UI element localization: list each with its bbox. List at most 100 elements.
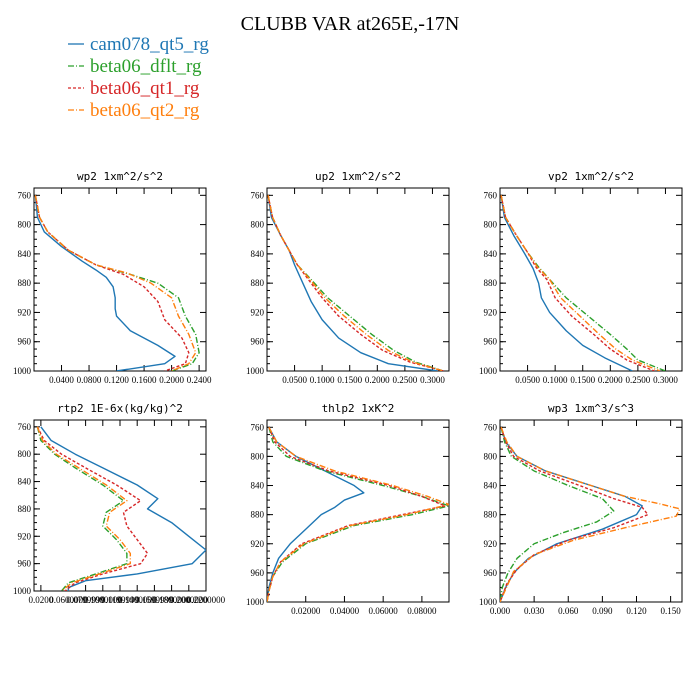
ytick-label-4-1: 800 bbox=[251, 451, 265, 461]
xtick-label-2-0: 0.0500 bbox=[515, 375, 540, 385]
ytick-label-2-1: 800 bbox=[484, 220, 498, 230]
xtick-label-3-0: 0.0200 bbox=[29, 595, 54, 605]
series-line-4-3 bbox=[267, 426, 449, 602]
xtick-label-0-4: 0.2000 bbox=[159, 375, 184, 385]
legend: cam078_qt5_rgbeta06_dflt_rgbeta06_qt1_rg… bbox=[68, 34, 209, 121]
xtick-label-3-7: 0.1800000 bbox=[152, 595, 191, 605]
ytick-label-5-1: 800 bbox=[484, 451, 498, 461]
panel-5: wp3 1xm^3/s^3 760 800 840 880 920 960 10000.000… bbox=[479, 402, 683, 616]
panel-4: thlp2 1xK^2 760 800 840 880 920 960 1000 0.02000… bbox=[246, 402, 450, 616]
panel-title-0: wp2 1xm^2/s^2 bbox=[77, 170, 163, 183]
ytick-label-2-4: 920 bbox=[484, 307, 498, 317]
ytick-label-2-3: 880 bbox=[484, 278, 498, 288]
series-line-0-0 bbox=[34, 195, 176, 371]
panel-title-3: rtp2 1E-6x(kg/kg)^2 bbox=[57, 402, 183, 415]
series-line-5-2 bbox=[500, 427, 649, 602]
ytick-label-0-6: 1000 bbox=[13, 366, 32, 376]
xtick-label-3-5: 0.1400000 bbox=[118, 595, 157, 605]
series-line-0-2 bbox=[34, 195, 190, 371]
panel-1: up2 1xm^2/s^2 760 800 840 880 920 960 1000 0.050… bbox=[246, 170, 450, 385]
series-line-4-0 bbox=[267, 426, 365, 602]
ytick-label-5-3: 880 bbox=[484, 510, 498, 520]
xtick-label-4-1: 0.04000 bbox=[330, 606, 360, 616]
xtick-label-1-1: 0.1000 bbox=[310, 375, 335, 385]
xtick-label-5-3: 0.090 bbox=[592, 606, 613, 616]
ytick-label-4-3: 880 bbox=[251, 510, 265, 520]
ytick-label-2-5: 960 bbox=[484, 337, 498, 347]
ytick-label-1-6: 1000 bbox=[246, 366, 265, 376]
xtick-label-2-1: 0.1000 bbox=[543, 375, 568, 385]
ytick-label-2-2: 840 bbox=[484, 249, 498, 259]
xtick-label-5-5: 0.150 bbox=[661, 606, 682, 616]
ytick-label-2-6: 1000 bbox=[479, 366, 498, 376]
ytick-label-0-0: 760 bbox=[18, 190, 32, 200]
ytick-label-3-4: 920 bbox=[18, 531, 32, 541]
xtick-label-0-1: 0.0800 bbox=[77, 375, 102, 385]
panel-0: wp2 1xm^2/s^2 760 800 840 880 920 960 1000 0.040… bbox=[13, 170, 212, 385]
series-line-1-0 bbox=[267, 195, 439, 371]
xtick-label-1-2: 0.1500 bbox=[337, 375, 362, 385]
series-line-3-1 bbox=[36, 426, 128, 591]
series-line-0-3 bbox=[34, 195, 197, 371]
panel-title-2: vp2 1xm^2/s^2 bbox=[548, 170, 634, 183]
xtick-label-2-2: 0.1500 bbox=[570, 375, 595, 385]
ytick-label-3-1: 800 bbox=[18, 449, 32, 459]
panel-title-1: up2 1xm^2/s^2 bbox=[315, 170, 401, 183]
series-line-1-1 bbox=[267, 195, 444, 371]
xtick-label-0-3: 0.1600 bbox=[132, 375, 157, 385]
xtick-label-3-9: 0.2200000 bbox=[187, 595, 226, 605]
xtick-label-2-4: 0.2500 bbox=[626, 375, 651, 385]
xtick-label-5-1: 0.030 bbox=[524, 606, 545, 616]
series-line-1-3 bbox=[267, 195, 444, 371]
xtick-label-3-1: 0.0600000 bbox=[49, 595, 88, 605]
series-line-4-1 bbox=[267, 427, 449, 602]
panel-frame-2 bbox=[499, 187, 683, 372]
series-line-5-0 bbox=[500, 427, 643, 602]
ytick-label-4-6: 1000 bbox=[246, 597, 265, 607]
xtick-label-0-2: 0.1200 bbox=[104, 375, 129, 385]
panel-frame-0 bbox=[33, 187, 207, 372]
ytick-label-1-1: 800 bbox=[251, 220, 265, 230]
panels: wp2 1xm^2/s^2 760 800 840 880 920 960 1000 0.040… bbox=[13, 170, 683, 616]
series-line-2-1 bbox=[500, 195, 666, 371]
xtick-label-3-3: 0.1000000 bbox=[84, 595, 123, 605]
xtick-label-5-2: 0.060 bbox=[558, 606, 579, 616]
series-line-5-1 bbox=[500, 427, 615, 602]
xtick-label-4-3: 0.08000 bbox=[407, 606, 437, 616]
ytick-label-3-3: 880 bbox=[18, 504, 32, 514]
xtick-label-3-2: 0.0799999 bbox=[66, 595, 105, 605]
series-line-4-2 bbox=[267, 427, 446, 602]
panel-frame-1 bbox=[266, 187, 450, 372]
ytick-label-1-5: 960 bbox=[251, 337, 265, 347]
ytick-label-5-4: 920 bbox=[484, 539, 498, 549]
panel-2: vp2 1xm^2/s^2 760 800 840 880 920 960 1000 0.050… bbox=[479, 170, 683, 385]
ytick-label-4-4: 920 bbox=[251, 539, 265, 549]
panel-title-5: wp3 1xm^3/s^3 bbox=[548, 402, 634, 415]
legend-label-3: beta06_qt2_rg bbox=[90, 100, 200, 121]
xtick-label-1-3: 0.2000 bbox=[365, 375, 390, 385]
ytick-label-5-2: 840 bbox=[484, 481, 498, 491]
ytick-label-0-1: 800 bbox=[18, 220, 32, 230]
xtick-label-4-2: 0.06000 bbox=[369, 606, 399, 616]
xtick-label-5-0: 0.000 bbox=[490, 606, 511, 616]
ytick-label-3-5: 960 bbox=[18, 559, 32, 569]
xtick-label-1-0: 0.0500 bbox=[282, 375, 307, 385]
ytick-label-0-4: 920 bbox=[18, 307, 32, 317]
ytick-label-1-2: 840 bbox=[251, 249, 265, 259]
xtick-label-4-0: 0.02000 bbox=[291, 606, 321, 616]
ytick-label-4-5: 960 bbox=[251, 568, 265, 578]
ytick-label-1-0: 760 bbox=[251, 190, 265, 200]
series-line-2-3 bbox=[500, 195, 661, 371]
ytick-label-4-0: 760 bbox=[251, 422, 265, 432]
panel-frame-4 bbox=[266, 419, 450, 603]
xtick-label-1-4: 0.2500 bbox=[393, 375, 418, 385]
xtick-label-2-5: 0.3000 bbox=[653, 375, 678, 385]
series-line-3-0 bbox=[40, 426, 206, 591]
series-line-0-1 bbox=[34, 195, 200, 371]
ytick-label-3-6: 1000 bbox=[13, 586, 32, 596]
xtick-label-5-4: 0.120 bbox=[626, 606, 647, 616]
ytick-label-0-3: 880 bbox=[18, 278, 32, 288]
xtick-label-0-5: 0.2400 bbox=[187, 375, 212, 385]
ytick-label-5-5: 960 bbox=[484, 568, 498, 578]
